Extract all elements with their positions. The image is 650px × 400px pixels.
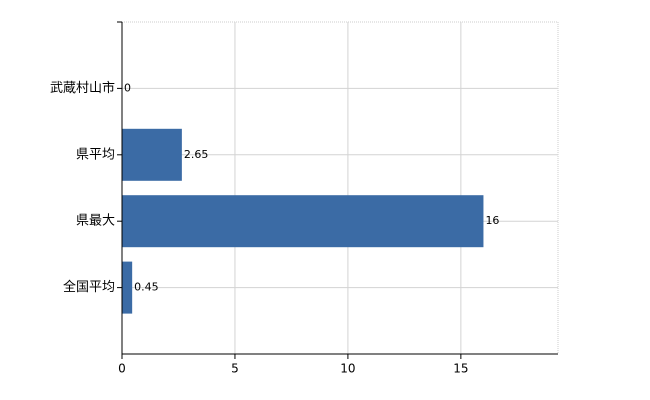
x-tick-label: 15 [453, 362, 468, 376]
y-tick-label: 武蔵村山市 [50, 80, 115, 96]
y-tick-label: 県最大 [76, 214, 115, 229]
y-tick-label: 全国平均 [63, 279, 115, 295]
bar [122, 195, 484, 248]
x-tick-label: 5 [231, 362, 239, 376]
value-label: 0 [124, 81, 131, 94]
y-tick-label: 県平均 [76, 147, 115, 162]
x-tick-label: 10 [340, 362, 355, 376]
bar [122, 128, 182, 181]
bar [122, 261, 133, 314]
value-label: 2.65 [184, 148, 209, 161]
value-label: 0.45 [134, 281, 159, 294]
value-label: 16 [485, 214, 499, 227]
x-tick-label: 0 [118, 362, 126, 376]
